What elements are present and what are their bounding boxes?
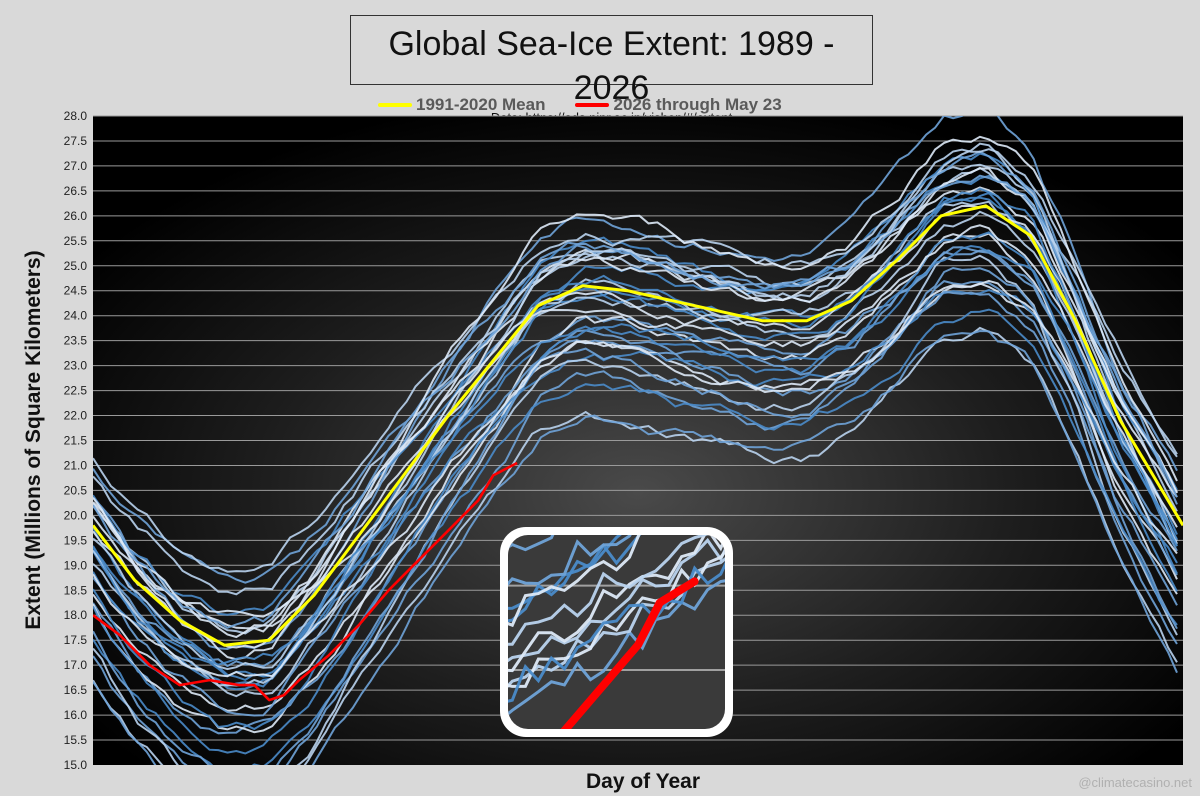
y-tick-label: 20.5 [64,483,88,497]
inset-year-line [508,540,725,718]
y-tick-label: 19.0 [64,558,88,572]
y-tick-label: 22.0 [64,409,88,423]
y-tick-label: 18.5 [64,583,88,597]
inset-year-line [508,535,725,624]
y-tick-label: 28.0 [64,109,88,123]
y-tick-label: 17.5 [64,633,88,647]
x-axis-label: Day of Year [585,770,700,793]
y-tick-label: 16.5 [64,683,88,697]
y-tick-label: 25.0 [64,259,88,273]
y-tick-label: 24.5 [64,284,88,298]
y-tick-labels: 15.0 15.5 16.0 16.5 17.0 17.5 18.0 18.5 19.0 19.5… [64,109,88,772]
year-line [93,254,1178,765]
y-tick-label: 15.0 [64,758,88,772]
y-tick-label: 18.0 [64,608,88,622]
legend-item-current: 2026 through May 23 [575,95,782,115]
y-tick-label: 19.5 [64,533,88,547]
inset-year-line [508,535,725,673]
yearly-lines [93,116,1178,765]
mean-series-line [93,204,1183,647]
year-line [93,326,1178,765]
y-tick-label: 27.5 [64,134,88,148]
inset-year-line [508,535,725,646]
legend-label-mean: 1991-2020 Mean [416,95,546,114]
inset-year-line [508,535,725,673]
watermark: @climatecasino.net [1078,775,1192,790]
y-tick-label: 23.5 [64,334,88,348]
year-line [93,290,1178,765]
inset-year-line [508,535,725,628]
legend-item-mean: 1991-2020 Mean [378,95,545,115]
legend: 1991-2020 Mean 2026 through May 23 [378,93,782,117]
y-tick-label: 27.0 [64,159,88,173]
y-tick-label: 21.5 [64,434,88,448]
year-line [93,280,1178,735]
year-line [93,187,1178,678]
inset-year-line [508,537,725,692]
y-tick-label: 24.0 [64,309,88,323]
y-tick-label: 16.0 [64,708,88,722]
year-line [93,135,1178,661]
inset-year-line [508,535,725,560]
inset-content [508,535,725,729]
title-box: Global Sea-Ice Extent: 1989 - 2026 Data:… [350,15,873,125]
year-line [93,329,1178,765]
y-tick-label: 25.5 [64,234,88,248]
year-line [93,116,1178,651]
series-lines [93,204,1183,702]
year-line [93,279,1178,678]
y-tick-label: 17.0 [64,658,88,672]
year-line [93,232,1178,734]
inset-current-year-line [508,577,699,729]
current-year-line [93,461,518,702]
year-line [93,196,1178,731]
y-tick-label: 26.0 [64,209,88,223]
year-line [93,308,1178,765]
year-line [93,150,1178,629]
chart-title: Global Sea-Ice Extent: 1989 - 2026 [388,25,835,107]
y-tick-label: 26.5 [64,184,88,198]
y-tick-label: 21.0 [64,458,88,472]
zoom-inset [500,527,733,737]
year-line [93,266,1178,765]
inset-year-line [508,535,725,615]
legend-swatch-mean [378,103,412,107]
legend-swatch-current [575,103,610,107]
y-tick-label: 20.0 [64,508,88,522]
y-tick-label: 15.5 [64,733,88,747]
year-line [93,244,1178,666]
y-axis-label: Extent (Millions of Square Kilometers) [22,250,45,630]
year-line [93,148,1178,573]
legend-label-current: 2026 through May 23 [613,95,782,114]
inset-year-line [508,535,725,640]
inset-year-line [508,568,725,729]
y-tick-label: 22.5 [64,384,88,398]
year-line [93,246,1178,717]
y-tick-label: 23.0 [64,359,88,373]
